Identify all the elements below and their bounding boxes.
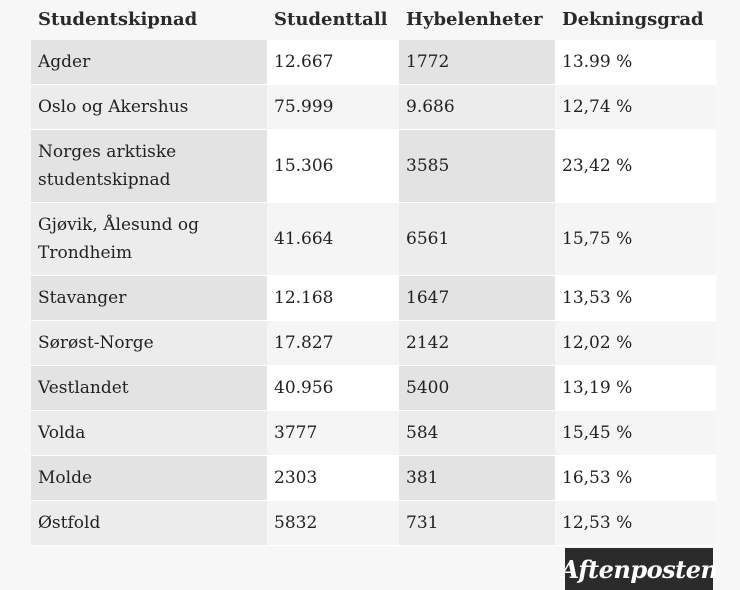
table-cell: 15.306 xyxy=(267,130,399,202)
table-cell: Vestlandet xyxy=(31,366,267,410)
table-row: Østfold 5832 731 12,53 % xyxy=(31,501,716,546)
table-cell: Molde xyxy=(31,456,267,500)
table-cell: 2303 xyxy=(267,456,399,500)
column-header: Studenttall xyxy=(274,9,388,30)
table-cell: 2142 xyxy=(399,321,555,365)
column-header: Hybelenheter xyxy=(406,9,543,30)
table-cell: 13,53 % xyxy=(555,276,716,320)
table-cell: Agder xyxy=(31,40,267,84)
table-cell: 13,19 % xyxy=(555,366,716,410)
table-cell: 12,74 % xyxy=(555,85,716,129)
table-cell: 381 xyxy=(399,456,555,500)
table-cell: Norges arktiske studentskipnad xyxy=(31,130,267,202)
column-header: Dekningsgrad xyxy=(562,9,704,30)
table-row: Vestlandet 40.956 5400 13,19 % xyxy=(31,366,716,411)
table-cell: 584 xyxy=(399,411,555,455)
table-cell: Østfold xyxy=(31,501,267,545)
table-row: Oslo og Akershus 75.999 9.686 12,74 % xyxy=(31,85,716,130)
table-row: Norges arktiske studentskipnad 15.306 35… xyxy=(31,130,716,203)
table-cell: 13.99 % xyxy=(555,40,716,84)
table-cell: 16,53 % xyxy=(555,456,716,500)
table-header-row: Studentskipnad Studenttall Hybelenheter … xyxy=(31,0,716,40)
table-cell: 1772 xyxy=(399,40,555,84)
table-cell: 5832 xyxy=(267,501,399,545)
table-row: Volda 3777 584 15,45 % xyxy=(31,411,716,456)
table-cell: Sørøst-Norge xyxy=(31,321,267,365)
table-row: Stavanger 12.168 1647 13,53 % xyxy=(31,276,716,321)
table-cell: 75.999 xyxy=(267,85,399,129)
table-cell: 15,45 % xyxy=(555,411,716,455)
table-row: Molde 2303 381 16,53 % xyxy=(31,456,716,501)
table-row: Gjøvik, Ålesund og Trondheim 41.664 6561… xyxy=(31,203,716,276)
aftenposten-logo: Aftenposten xyxy=(561,548,718,590)
table-cell: 17.827 xyxy=(267,321,399,365)
column-header: Studentskipnad xyxy=(38,9,198,30)
table-cell: 12,53 % xyxy=(555,501,716,545)
table-cell: Volda xyxy=(31,411,267,455)
data-table: Studentskipnad Studenttall Hybelenheter … xyxy=(31,0,716,546)
table-cell: 3777 xyxy=(267,411,399,455)
table-cell: 3585 xyxy=(399,130,555,202)
table-cell: 9.686 xyxy=(399,85,555,129)
table-cell: 40.956 xyxy=(267,366,399,410)
table-cell: Stavanger xyxy=(31,276,267,320)
table-cell: 12,02 % xyxy=(555,321,716,365)
table-cell: 6561 xyxy=(399,203,555,275)
table-cell: 731 xyxy=(399,501,555,545)
table-row: Sørøst-Norge 17.827 2142 12,02 % xyxy=(31,321,716,366)
table-cell: 41.664 xyxy=(267,203,399,275)
table-cell: 23,42 % xyxy=(555,130,716,202)
table-cell: Oslo og Akershus xyxy=(31,85,267,129)
table-cell: Gjøvik, Ålesund og Trondheim xyxy=(31,203,267,275)
table-cell: 12.667 xyxy=(267,40,399,84)
table-cell: 15,75 % xyxy=(555,203,716,275)
table-cell: 5400 xyxy=(399,366,555,410)
table-cell: 12.168 xyxy=(267,276,399,320)
table-row: Agder 12.667 1772 13.99 % xyxy=(31,40,716,85)
table-cell: 1647 xyxy=(399,276,555,320)
